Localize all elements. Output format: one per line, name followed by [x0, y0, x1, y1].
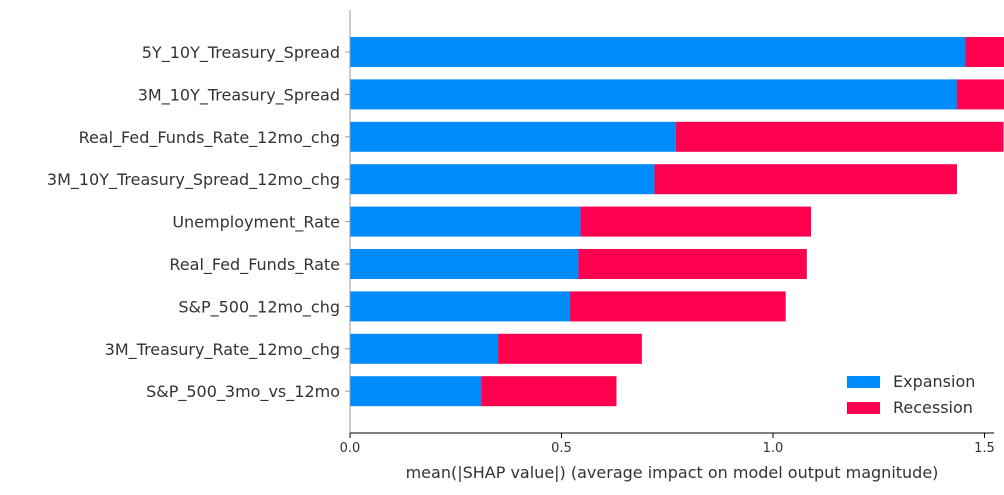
bar-expansion-3 — [350, 164, 655, 195]
legend-swatch-expansion — [847, 376, 880, 388]
category-label-8: S&P_500_3mo_vs_12mo — [146, 382, 340, 402]
category-label-5: Real_Fed_Funds_Rate — [169, 255, 340, 275]
bar-recession-5 — [578, 249, 807, 279]
category-label-7: 3M_Treasury_Rate_12mo_chg — [105, 340, 340, 360]
x-tick-label-3: 1.5 — [974, 441, 995, 456]
bar-recession-3 — [654, 164, 958, 195]
bar-recession-6 — [569, 291, 786, 322]
x-tick-label-1: 0.5 — [551, 441, 572, 456]
category-label-2: Real_Fed_Funds_Rate_12mo_chg — [79, 128, 340, 148]
bar-recession-8 — [481, 376, 617, 407]
category-labels: 5Y_10Y_Treasury_Spread 3M_10Y_Treasury_Sp… — [47, 43, 340, 402]
category-label-4: Unemployment_Rate — [172, 213, 340, 233]
category-label-3: 3M_10Y_Treasury_Spread_12mo_chg — [47, 170, 340, 190]
category-label-1: 3M_10Y_Treasury_Spread — [138, 85, 340, 105]
category-label-0: 5Y_10Y_Treasury_Spread — [142, 43, 340, 63]
bar-expansion-5 — [350, 249, 579, 279]
bar-expansion-1 — [350, 79, 958, 110]
bar-expansion-6 — [350, 291, 570, 322]
legend-swatch-recession — [847, 402, 880, 414]
bar-expansion-0 — [350, 37, 966, 67]
bar-recession-4 — [580, 206, 812, 237]
bar-expansion-7 — [350, 333, 499, 364]
bar-recession-0 — [965, 37, 1004, 67]
x-tick-label-2: 1.0 — [763, 441, 784, 456]
y-axis — [345, 10, 351, 433]
legend: Expansion Recession — [847, 372, 975, 417]
legend-label-expansion: Expansion — [893, 372, 975, 391]
bar-expansion-2 — [350, 121, 676, 152]
legend-label-recession: Recession — [893, 398, 973, 417]
bar-recession-1 — [957, 79, 1004, 110]
category-label-6: S&P_500_12mo_chg — [178, 297, 340, 317]
bar-expansion-4 — [350, 206, 581, 237]
bar-recession-7 — [498, 333, 642, 364]
bar-expansion-8 — [350, 376, 482, 407]
x-axis-label: mean(|SHAP value|) (average impact on mo… — [406, 463, 939, 482]
x-axis: 0.00.51.01.52.02.53.0 — [340, 432, 995, 456]
x-tick-label-0: 0.0 — [340, 441, 361, 456]
bar-recession-2 — [675, 121, 1004, 152]
bars-layer — [350, 37, 1004, 407]
